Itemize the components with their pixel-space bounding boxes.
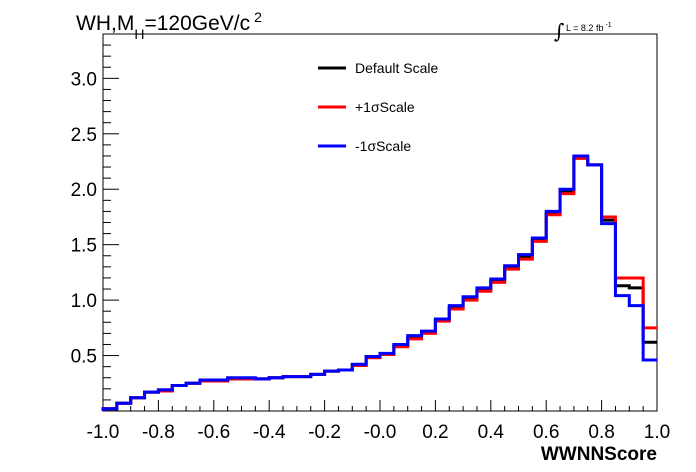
x-tick-label: -0.4	[253, 422, 286, 443]
chart-title-superscript: 2	[254, 9, 262, 25]
y-tick-label: 2.5	[71, 125, 97, 146]
legend-label-0: Default Scale	[355, 60, 438, 76]
luminosity-integral-symbol: ∫	[554, 19, 564, 43]
y-tick-label: 0.5	[71, 347, 97, 368]
x-tick-label: 0.6	[533, 422, 559, 443]
x-tick-label: -1.0	[87, 422, 120, 443]
y-tick-label: 2.0	[71, 180, 97, 201]
y-tick-label: 1.0	[71, 291, 97, 312]
x-tick-label: -0.0	[364, 422, 397, 443]
x-tick-label: 1.0	[644, 422, 670, 443]
chart-title-main: WH,M	[76, 12, 134, 35]
luminosity-label: L = 8.2 fb -1	[566, 22, 612, 33]
luminosity-text: L = 8.2 fb	[566, 23, 603, 33]
series-line-2	[101, 154, 657, 411]
chart-title-rest: =120GeV/c	[144, 12, 250, 35]
legend-label-2: -1σScale	[355, 138, 411, 154]
x-tick-label: 0.2	[422, 422, 448, 443]
x-tick-label: -0.2	[308, 422, 341, 443]
x-tick-label: -0.8	[142, 422, 175, 443]
x-tick-label: -0.6	[197, 422, 230, 443]
y-tick-label: 3.0	[71, 69, 97, 90]
legend: Default Scale +1σScale -1σScale	[318, 60, 438, 154]
x-tick-label: 0.8	[588, 422, 614, 443]
luminosity-superscript: -1	[605, 22, 611, 29]
x-tick-label: 0.4	[478, 422, 505, 443]
legend-label-1: +1σScale	[355, 99, 415, 115]
series-layer	[101, 154, 657, 411]
y-tick-label: 1.5	[71, 236, 97, 257]
x-axis-title: WWNNScore	[541, 444, 657, 465]
axes: -1.0 -0.8 -0.6 -0.4 -0.2 -0.0 0.2 0.4 0.6 0.8 1.0 0…	[71, 44, 670, 443]
